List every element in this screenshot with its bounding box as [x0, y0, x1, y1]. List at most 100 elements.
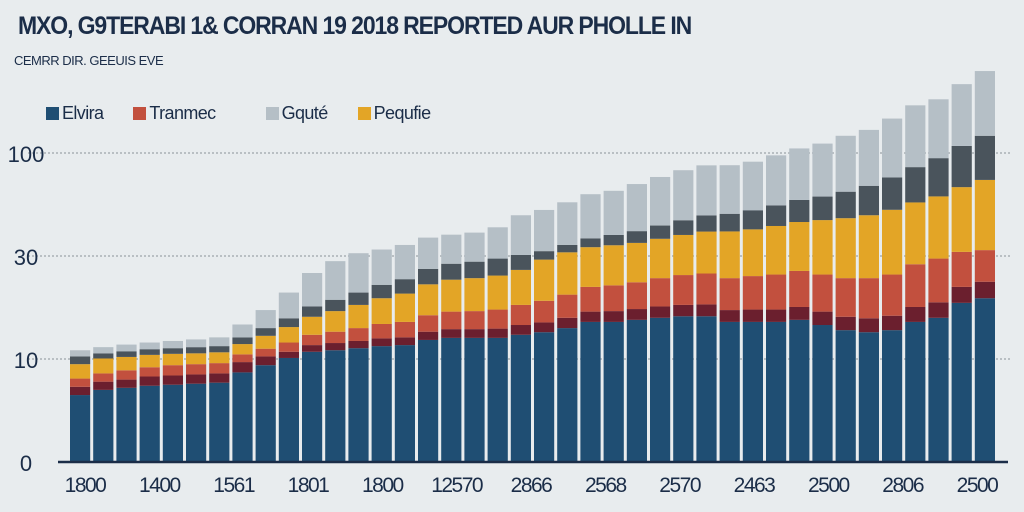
- bar-segment: [464, 278, 485, 312]
- bar-segment: [882, 177, 903, 210]
- bar-segment: [766, 205, 787, 226]
- bar-segment: [858, 318, 879, 333]
- bar-segment: [464, 337, 485, 462]
- bar-segment: [696, 273, 717, 305]
- legend-item: Elvira: [46, 103, 104, 124]
- bar-segment: [951, 251, 972, 287]
- bar-segment: [232, 344, 253, 355]
- bar-segment: [951, 187, 972, 252]
- bar-segment: [835, 278, 856, 317]
- bar-segment: [626, 184, 647, 232]
- bar-segment: [812, 220, 833, 275]
- bar-segment: [487, 275, 508, 310]
- bar-segment: [116, 387, 137, 462]
- y-tick-label: 30: [14, 245, 38, 270]
- bar-segment: [139, 385, 160, 462]
- x-tick-label: 1561: [213, 474, 255, 497]
- bar-segment: [116, 356, 137, 371]
- bar-segment: [673, 304, 694, 317]
- bar-segment: [766, 155, 787, 206]
- bar-segment: [186, 383, 207, 462]
- bar-segment: [974, 250, 995, 282]
- bar-segment: [209, 337, 230, 347]
- bar-segment: [580, 247, 601, 287]
- bar-segment: [255, 348, 276, 357]
- bar-segment: [418, 331, 439, 340]
- bar-segment: [974, 135, 995, 180]
- bar-segment: [139, 354, 160, 368]
- y-tick-label: 100: [8, 142, 45, 167]
- bar-segment: [882, 315, 903, 331]
- chart-title: MXO, G9TERABI 1& CORRAN 19 2018 REPORTED…: [18, 12, 692, 40]
- bar-segment: [116, 379, 137, 388]
- bar-segment: [93, 381, 114, 390]
- bar-segment: [325, 299, 346, 312]
- bar-segment: [139, 376, 160, 386]
- bar-segment: [487, 337, 508, 462]
- legend-item: Gquté: [265, 103, 328, 124]
- bar-segment: [719, 321, 740, 462]
- bar-segment: [905, 321, 926, 462]
- bar-segment: [418, 268, 439, 285]
- bar-segment: [209, 352, 230, 364]
- y-tick-label: 0: [20, 451, 32, 476]
- bar-segment: [835, 330, 856, 462]
- bar-segment: [162, 340, 183, 349]
- bar-segment: [626, 282, 647, 310]
- bar-segment: [719, 310, 740, 322]
- bar-segment: [418, 339, 439, 462]
- bar-segment: [928, 317, 949, 462]
- bar-segment: [394, 321, 415, 338]
- bar-segment: [371, 338, 392, 347]
- bar-segment: [441, 329, 462, 338]
- bar-segment: [348, 253, 369, 293]
- bar-segment: [302, 316, 323, 335]
- bar-segment: [626, 242, 647, 283]
- bar-segment: [371, 249, 392, 285]
- bar-segment: [209, 373, 230, 383]
- bar-segment: [673, 170, 694, 221]
- bar-segment: [626, 309, 647, 320]
- bar-segment: [696, 316, 717, 462]
- x-tick-label: 2568: [585, 474, 627, 497]
- bar-segment: [766, 321, 787, 462]
- bar-segment: [858, 332, 879, 462]
- bar-segment: [650, 176, 671, 226]
- bar-segment: [742, 161, 763, 211]
- bar-segment: [487, 227, 508, 259]
- bar-segment: [139, 367, 160, 377]
- bar-segment: [696, 165, 717, 216]
- x-tick-label: 12570: [431, 474, 483, 497]
- bar-segment: [882, 330, 903, 462]
- bar-segment: [928, 158, 949, 197]
- bar-segment: [557, 252, 578, 295]
- y-tick-label: 10: [14, 348, 38, 373]
- bar-segment: [186, 339, 207, 348]
- bar-segment: [325, 350, 346, 462]
- bar-segment: [487, 258, 508, 276]
- bar-segment: [858, 278, 879, 319]
- bar-segment: [371, 284, 392, 299]
- bar-segment: [951, 302, 972, 462]
- legend-swatch: [265, 107, 279, 120]
- bar-segment: [487, 309, 508, 329]
- bar-segment: [394, 337, 415, 346]
- bar-segment: [905, 105, 926, 168]
- bar-segment: [325, 331, 346, 344]
- bar-segment: [255, 328, 276, 336]
- bar-segment: [93, 358, 114, 374]
- bar-segment: [789, 319, 810, 462]
- bar-segment: [232, 354, 253, 363]
- bar-segment: [70, 386, 91, 396]
- bar-segment: [186, 353, 207, 365]
- bar-segment: [93, 373, 114, 382]
- bar-segment: [603, 190, 624, 235]
- bar-segment: [650, 225, 671, 239]
- bar-segment: [580, 286, 601, 312]
- x-tick-label: 1800: [65, 474, 107, 497]
- bar-segment: [510, 325, 531, 335]
- bar-segment: [719, 213, 740, 232]
- bar-segment: [951, 286, 972, 303]
- bar-segment: [348, 328, 369, 341]
- bar-segment: [603, 285, 624, 312]
